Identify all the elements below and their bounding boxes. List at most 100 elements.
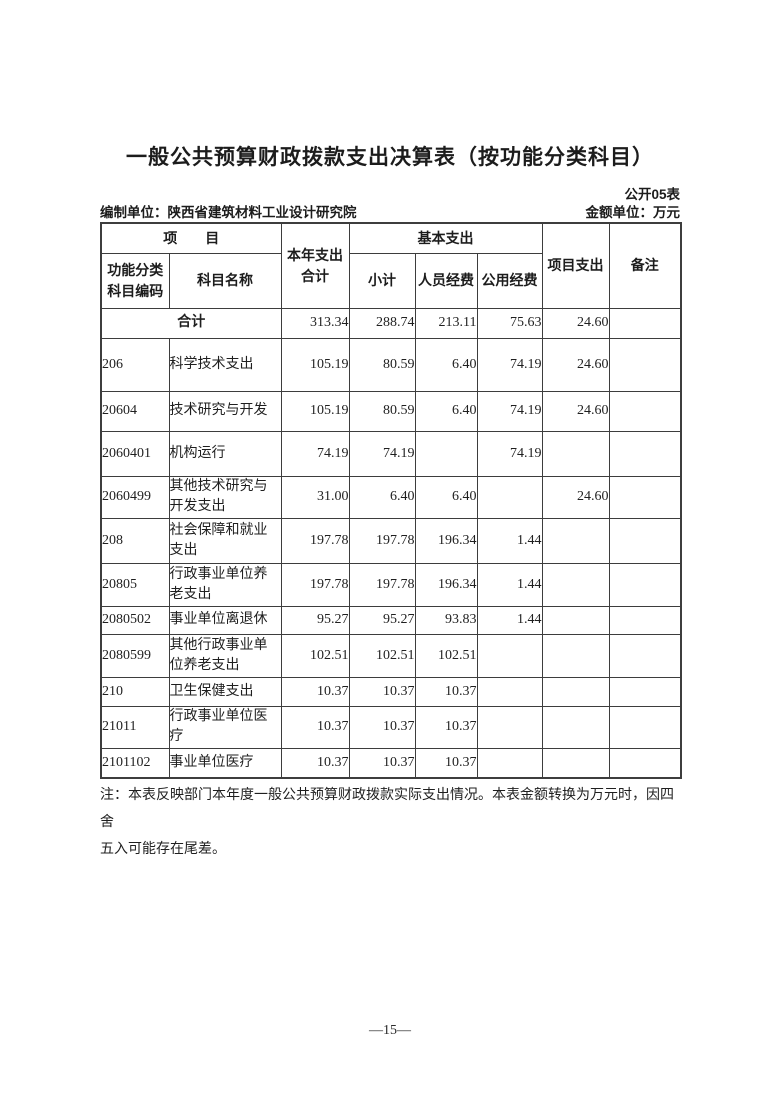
table-row: 2080599 其他行政事业单位养老支出 102.51 102.51 102.5… (100, 633, 682, 678)
header-year-total: 本年支出 合计 (280, 222, 350, 309)
personnel-cell: 10.37 (414, 747, 478, 779)
public-funds-cell: 74.19 (476, 390, 543, 432)
code-cell: 210 (100, 676, 170, 707)
personnel-cell: 102.51 (414, 633, 478, 678)
table-row: 2060499 其他技术研究与开发支出 31.00 6.40 6.40 24.6… (100, 475, 682, 519)
personnel-cell: 196.34 (414, 562, 478, 607)
name-cell: 事业单位医疗 (168, 747, 282, 779)
page-number: —15— (369, 1023, 411, 1038)
project-cell (541, 705, 610, 749)
table-row: 2060401 机构运行 74.19 74.19 74.19 (100, 430, 682, 477)
code-cell: 20805 (100, 562, 170, 607)
project-cell (541, 633, 610, 678)
year-total-cell: 105.19 (280, 337, 350, 392)
total-subtotal-cell: 288.74 (348, 307, 416, 339)
budget-table: 项 目 本年支出 合计 基本支出 项目支出 备注 功能分类 科目编码 科目名称 … (100, 222, 682, 779)
amount-unit-label: 金额单位：万元 (585, 205, 681, 220)
remark-cell (608, 747, 682, 779)
name-cell: 事业单位离退休 (168, 605, 282, 635)
name-cell: 科学技术支出 (168, 337, 282, 392)
personnel-cell: 10.37 (414, 705, 478, 749)
subtotal-cell: 197.78 (348, 562, 416, 607)
remark-cell (608, 562, 682, 607)
year-total-cell: 10.37 (280, 747, 350, 779)
year-total-cell: 10.37 (280, 676, 350, 707)
subtotal-cell: 10.37 (348, 705, 416, 749)
code-cell: 2080599 (100, 633, 170, 678)
header-basic-group: 基本支出 (348, 222, 543, 254)
public-funds-cell (476, 633, 543, 678)
table-row: 206 科学技术支出 105.19 80.59 6.40 74.19 24.60 (100, 337, 682, 392)
personnel-cell: 10.37 (414, 676, 478, 707)
subtotal-cell: 102.51 (348, 633, 416, 678)
name-cell: 卫生保健支出 (168, 676, 282, 707)
name-cell: 社会保障和就业支出 (168, 517, 282, 564)
personnel-cell: 6.40 (414, 337, 478, 392)
subtotal-cell: 74.19 (348, 430, 416, 477)
header-subject-name: 科目名称 (168, 252, 282, 309)
public-funds-cell (476, 705, 543, 749)
table-row: 208 社会保障和就业支出 197.78 197.78 196.34 1.44 (100, 517, 682, 564)
project-cell: 24.60 (541, 337, 610, 392)
header-subtotal: 小计 (348, 252, 416, 309)
remark-cell (608, 705, 682, 749)
year-total-cell: 197.78 (280, 562, 350, 607)
total-personnel-cell: 213.11 (414, 307, 478, 339)
total-public-funds-cell: 75.63 (476, 307, 543, 339)
year-total-cell: 95.27 (280, 605, 350, 635)
name-cell: 技术研究与开发 (168, 390, 282, 432)
header-personnel: 人员经费 (414, 252, 478, 309)
total-label-cell: 合计 (100, 307, 282, 339)
public-funds-cell: 1.44 (476, 562, 543, 607)
remark-cell (608, 633, 682, 678)
personnel-cell: 6.40 (414, 390, 478, 432)
code-cell: 2080502 (100, 605, 170, 635)
header-row-1: 项 目 本年支出 合计 基本支出 项目支出 备注 (100, 222, 682, 309)
code-cell: 2060499 (100, 475, 170, 519)
page-title: 一般公共预算财政拨款支出决算表（按功能分类科目） (126, 145, 654, 169)
table-row: 210 卫生保健支出 10.37 10.37 10.37 (100, 676, 682, 707)
total-year-total-cell: 313.34 (280, 307, 350, 339)
name-cell: 机构运行 (168, 430, 282, 477)
header-function-code: 功能分类 科目编码 (100, 252, 170, 309)
personnel-cell: 93.83 (414, 605, 478, 635)
public-funds-cell: 74.19 (476, 337, 543, 392)
name-cell: 其他行政事业单位养老支出 (168, 633, 282, 678)
remark-cell (608, 475, 682, 519)
project-cell: 24.60 (541, 390, 610, 432)
header-row-2: 功能分类 科目编码 科目名称 小计 人员经费 公用经费 (100, 252, 681, 309)
public-funds-cell: 1.44 (476, 517, 543, 564)
year-total-cell: 74.19 (280, 430, 350, 477)
project-cell (541, 430, 610, 477)
subtotal-cell: 95.27 (348, 605, 416, 635)
subtotal-cell: 80.59 (348, 390, 416, 432)
code-cell: 21011 (100, 705, 170, 749)
code-cell: 208 (100, 517, 170, 564)
public-funds-cell (476, 475, 543, 519)
subtotal-cell: 6.40 (348, 475, 416, 519)
personnel-cell (414, 430, 478, 477)
project-cell: 24.60 (541, 475, 610, 519)
project-cell (541, 562, 610, 607)
table-row: 20604 技术研究与开发 105.19 80.59 6.40 74.19 24… (100, 390, 682, 432)
remark-cell (608, 337, 682, 392)
table-row: 2080502 事业单位离退休 95.27 95.27 93.83 1.44 (100, 605, 682, 635)
header-project-expense: 项目支出 (541, 222, 610, 309)
name-cell: 行政事业单位养老支出 (168, 562, 282, 607)
code-cell: 2101102 (100, 747, 170, 779)
year-total-cell: 31.00 (280, 475, 350, 519)
public-funds-cell (476, 747, 543, 779)
subtotal-cell: 10.37 (348, 747, 416, 779)
remark-cell (608, 517, 682, 564)
total-project-cell: 24.60 (541, 307, 610, 339)
remark-cell (608, 390, 682, 432)
prepared-by-label: 编制单位：陕西省建筑材料工业设计研究院 (100, 205, 357, 220)
remark-cell (608, 676, 682, 707)
year-total-cell: 105.19 (280, 390, 350, 432)
year-total-cell: 197.78 (280, 517, 350, 564)
personnel-cell: 6.40 (414, 475, 478, 519)
code-cell: 206 (100, 337, 170, 392)
project-cell (541, 605, 610, 635)
header-project-group: 项 目 (100, 222, 282, 254)
table-code-label: 公开05表 (624, 187, 680, 202)
